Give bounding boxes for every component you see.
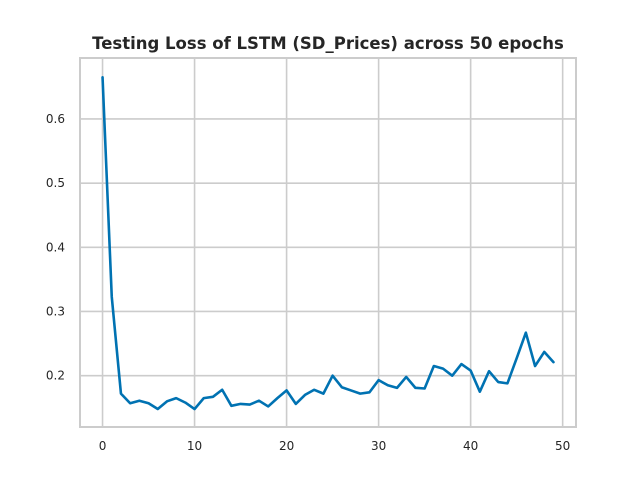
y-tick-label: 0.4 <box>46 240 65 254</box>
plot-frame <box>79 57 577 428</box>
y-tick-label: 0.3 <box>46 304 65 318</box>
y-tick-label: 0.2 <box>46 369 65 383</box>
y-axis-tick-labels: 0.2 0.3 0.4 0.5 0.6 <box>46 112 65 383</box>
x-tick-label: 50 <box>555 439 570 453</box>
series-layer <box>101 75 555 411</box>
x-tick-label: 10 <box>187 439 202 453</box>
x-tick-label: 20 <box>279 439 294 453</box>
x-tick-label: 0 <box>99 439 107 453</box>
y-tick-label: 0.6 <box>46 112 65 126</box>
grid <box>80 58 576 427</box>
x-tick-label: 40 <box>463 439 478 453</box>
y-tick-label: 0.5 <box>46 176 65 190</box>
chart-title: Testing Loss of LSTM (SD_Prices) across … <box>92 34 564 53</box>
x-axis-tick-labels: 0 10 20 30 40 50 <box>99 439 571 453</box>
x-tick-label: 30 <box>371 439 386 453</box>
series-line-0 <box>101 75 555 411</box>
